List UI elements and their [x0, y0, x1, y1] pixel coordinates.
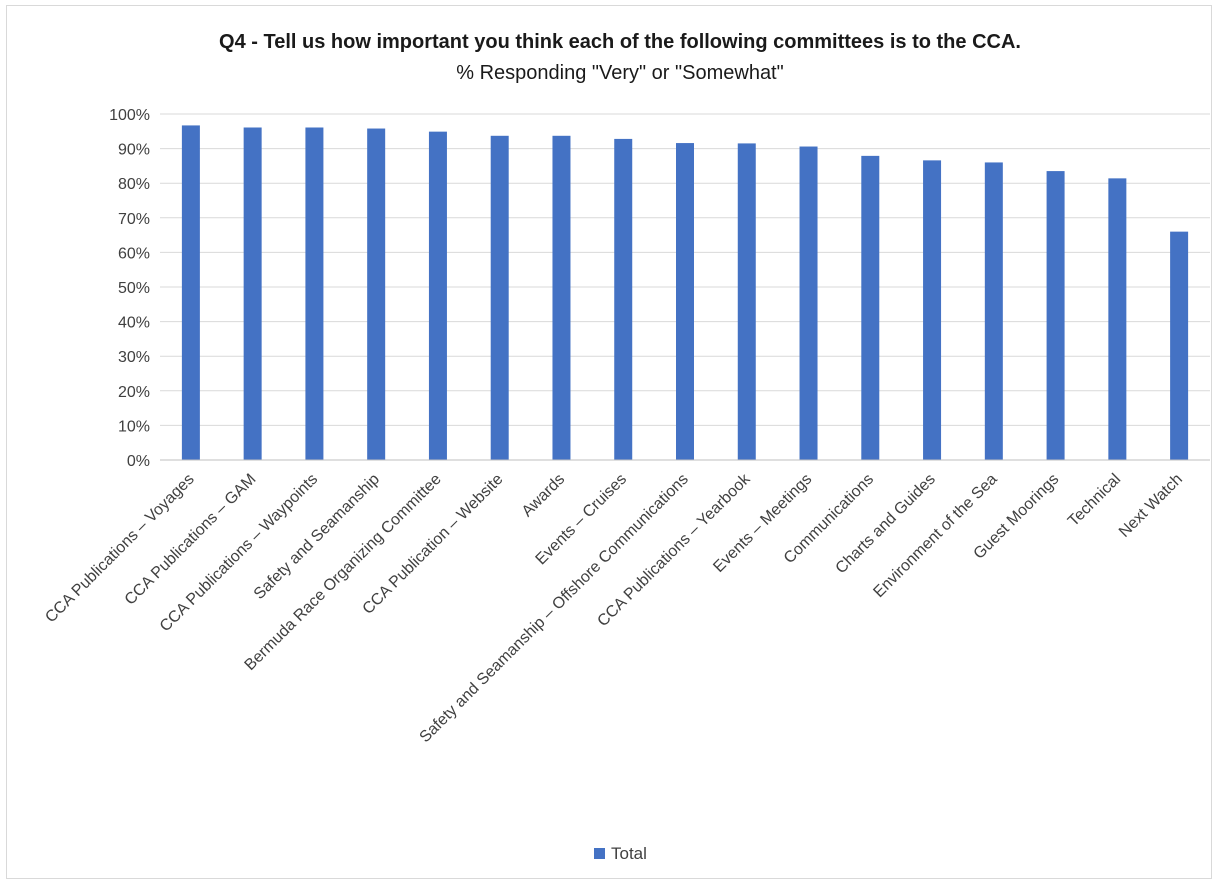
x-tick-label: Awards: [519, 471, 569, 521]
x-tick-label: Environment of the Sea: [870, 471, 1000, 601]
y-tick-label: 70%: [118, 211, 150, 228]
y-tick-label: 80%: [118, 176, 150, 193]
bar: [923, 160, 942, 460]
bar: [984, 162, 1003, 460]
bar: [614, 138, 633, 461]
bar: [305, 127, 324, 460]
bar: [490, 135, 509, 460]
bar: [861, 155, 880, 460]
x-tick-label: Technical: [1065, 471, 1124, 530]
y-tick-label: 100%: [109, 107, 150, 124]
y-tick-label: 30%: [118, 349, 150, 366]
bar: [552, 135, 571, 460]
bar: [737, 143, 756, 460]
y-tick-label: 10%: [118, 418, 150, 435]
x-tick-label: CCA Publications – GAM: [122, 471, 260, 609]
y-tick-label: 60%: [118, 245, 150, 262]
x-tick-label: Safety and Seamanship: [251, 471, 383, 603]
bar: [428, 131, 447, 460]
bar: [1046, 171, 1065, 460]
y-tick-label: 20%: [118, 384, 150, 401]
bar: [1170, 231, 1189, 460]
legend: Total: [594, 844, 647, 863]
bar: [1108, 178, 1127, 460]
y-tick-label: 90%: [118, 142, 150, 159]
bar: [799, 146, 818, 461]
chart-subtitle: % Responding "Very" or "Somewhat": [456, 62, 783, 84]
bar: [676, 143, 694, 460]
x-tick-label: Next Watch: [1116, 471, 1186, 541]
bar: [243, 127, 262, 460]
bar: [181, 125, 200, 460]
bars: [181, 125, 1189, 461]
y-tick-label: 0%: [127, 453, 150, 470]
chart-frame: [6, 5, 1212, 879]
y-tick-label: 50%: [118, 280, 150, 297]
y-tick-label: 40%: [118, 315, 150, 332]
y-axis-tick-labels: 0% 10% 20% 30% 40% 50% 60% 70% 80% 90% 100%: [109, 107, 150, 470]
legend-label-total: Total: [611, 844, 647, 863]
bar: [367, 128, 386, 461]
legend-swatch-total: [594, 848, 605, 859]
chart-title: Q4 - Tell us how important you think eac…: [219, 31, 1021, 53]
